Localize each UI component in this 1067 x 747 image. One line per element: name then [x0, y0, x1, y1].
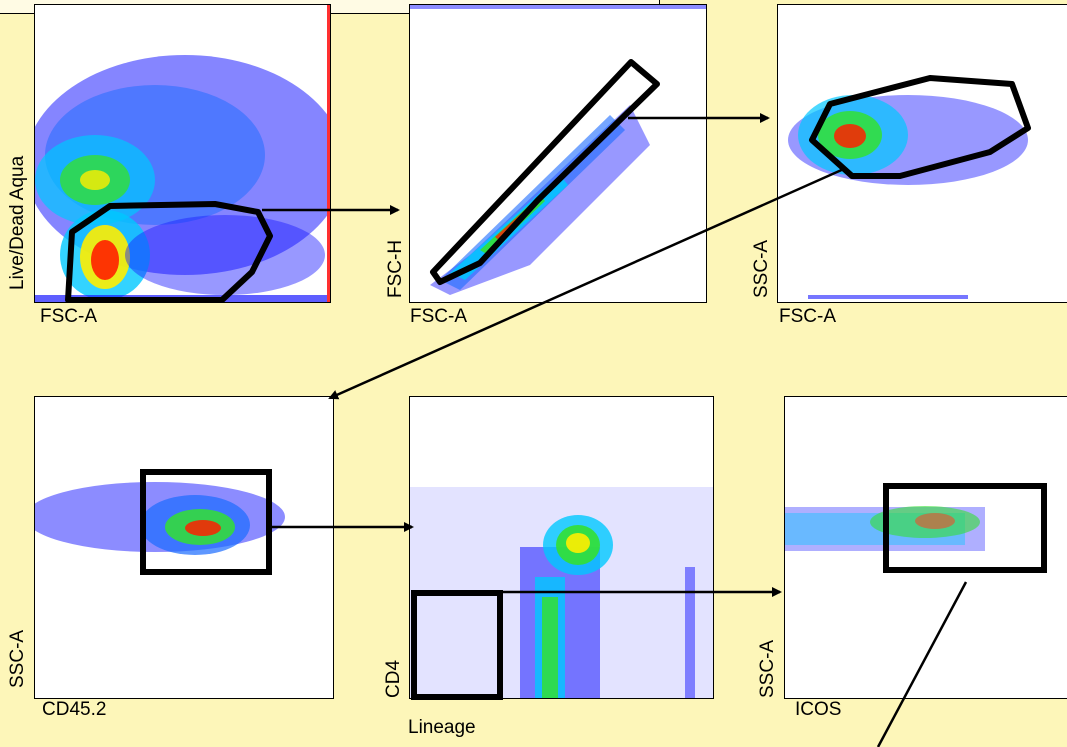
density-cloud: [788, 95, 1028, 299]
density-cloud: [410, 487, 713, 698]
density-cloud: [785, 506, 985, 551]
x-axis-label-p1: FSC-A: [40, 306, 97, 327]
x-axis-label-p6: ICOS: [795, 699, 842, 720]
scatter-plot-cd45: [34, 396, 334, 699]
x-axis-label-p5: Lineage: [408, 717, 476, 738]
scatter-plot-icos: [784, 396, 1067, 699]
x-axis-label-p2: FSC-A: [410, 306, 467, 327]
x-axis-label-p4: CD45.2: [42, 699, 107, 720]
y-axis-label-p6: SSC-A: [757, 639, 778, 698]
scatter-plot-fsc: [409, 4, 707, 303]
density-cloud: [35, 482, 285, 555]
x-axis-label-p3: FSC-A: [779, 306, 836, 327]
density-cloud: [410, 5, 706, 295]
scatter-plot-lineage: [409, 396, 714, 699]
y-axis-label-p5: CD4: [383, 659, 404, 698]
scatter-plot-live-dead: [34, 4, 331, 303]
scatter-plot-ssc: [777, 4, 1067, 303]
density-cloud: [35, 5, 330, 302]
y-axis-label-p2: FSC-H: [385, 239, 406, 298]
y-axis-label-p1: Live/Dead Aqua: [7, 155, 28, 290]
y-axis-label-p4: SSC-A: [7, 629, 28, 688]
y-axis-label-p3: SSC-A: [751, 239, 772, 298]
